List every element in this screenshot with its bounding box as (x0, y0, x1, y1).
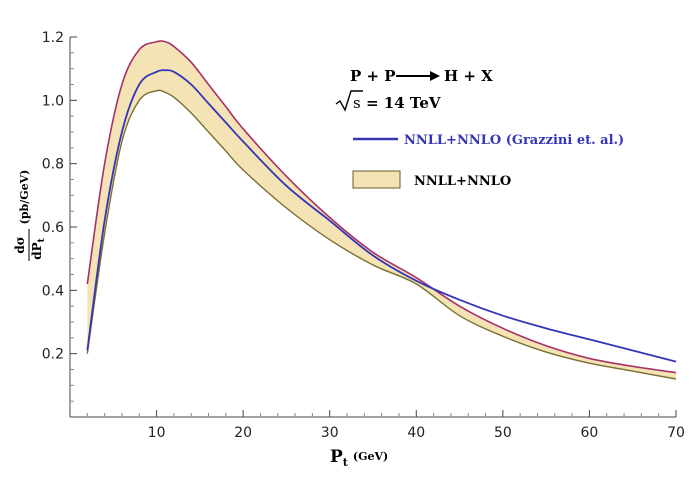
x-tick-label: 70 (667, 425, 685, 441)
x-axis-label-unit: (GeV) (353, 450, 388, 463)
x-tick-label: 30 (321, 425, 339, 441)
series-line-grazzini (86, 69, 677, 363)
energy-var: s (353, 94, 361, 112)
process-arrow-head (430, 71, 440, 81)
process-annotation: P + P H + X (350, 67, 493, 85)
plot-area (86, 40, 677, 380)
energy-value: = 14 TeV (366, 94, 441, 112)
x-tick-label: 50 (494, 425, 512, 441)
y-tick-label: 1.2 (42, 30, 64, 46)
legend-band-swatch (352, 170, 401, 189)
x-tick-label: 40 (407, 425, 425, 441)
y-tick-label: 1.0 (42, 93, 64, 109)
legend-line-label: NNLL+NNLO (Grazzini et. al.) (404, 133, 624, 148)
band-upper-edge (86, 40, 677, 374)
x-tick-label: 20 (234, 425, 252, 441)
y-axis-label-num: dσ (13, 236, 27, 253)
y-tick-label: 0.8 (42, 157, 64, 173)
x-axis-label: Pt (GeV) (330, 447, 388, 469)
y-tick-label: 0.4 (42, 283, 64, 299)
y-tick-label: 0.6 (42, 220, 64, 236)
band-fill (87, 40, 676, 380)
x-axis-label-main: P (330, 447, 343, 467)
x-tick-label: 60 (581, 425, 599, 441)
y-axis-label-den-sub: t (37, 237, 47, 242)
y-axis-label-den-main: dP (30, 242, 44, 259)
process-rhs: H + X (444, 67, 493, 85)
y-tick-label: 0.2 (42, 347, 64, 363)
process-lhs: P + P (350, 67, 396, 85)
y-axis-label-unit: (pb/GeV) (18, 170, 31, 225)
legend: NNLL+NNLO (Grazzini et. al.) NNLL+NNLO (352, 133, 624, 189)
energy-annotation: s = 14 TeV (335, 90, 441, 112)
legend-band-label: NNLL+NNLO (414, 174, 511, 189)
sqrt-symbol (335, 90, 363, 112)
x-axis-label-sub: t (343, 456, 349, 469)
band-lower-edge (86, 89, 677, 380)
ticks: 10 20 30 40 50 60 70 0.2 0.4 0.6 0.8 1.0 1.2 (42, 30, 685, 441)
x-tick-label: 10 (148, 425, 166, 441)
y-axis-label: dσ dPt (pb/GeV) (13, 170, 47, 261)
y-axis-label-den: dPt (30, 237, 47, 259)
